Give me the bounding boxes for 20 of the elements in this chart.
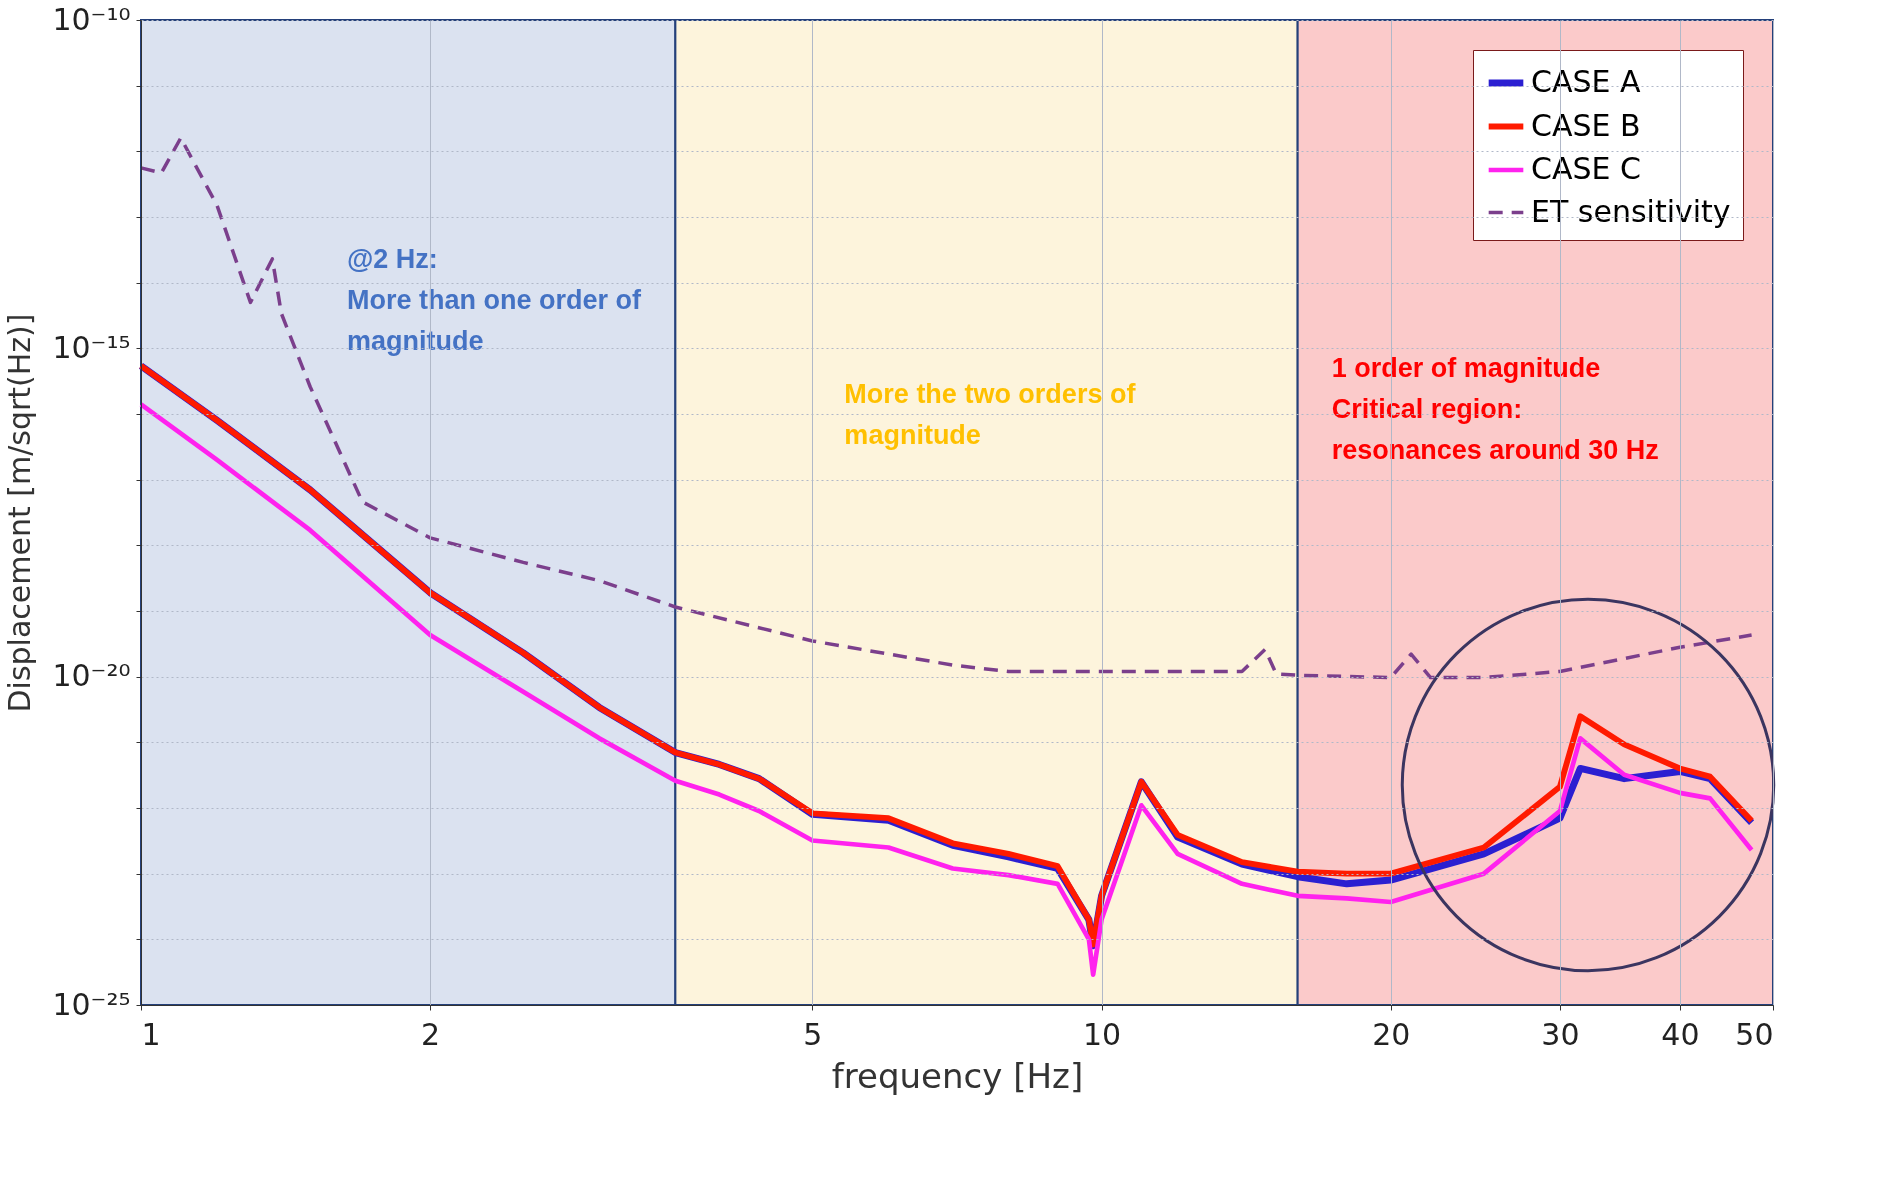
band-label: More the two orders of magnitude: [844, 379, 1137, 450]
y-tick-label: 10⁻²⁵: [52, 986, 131, 1022]
y-axis-title: Displacement [m/sqrt(Hz)]: [2, 313, 38, 713]
legend-label: CASE B: [1531, 107, 1641, 143]
x-tick-label: 10: [1082, 1016, 1122, 1052]
legend-label: CASE A: [1531, 64, 1641, 99]
x-axis-title: frequency [Hz]: [831, 1055, 1084, 1096]
x-tick-label: 30: [1541, 1016, 1580, 1052]
x-tick-label: 50: [1735, 1016, 1774, 1052]
x-tick-label: 40: [1661, 1016, 1700, 1052]
x-tick-label: 5: [803, 1016, 823, 1052]
y-tick-label: 10⁻¹⁵: [52, 329, 131, 365]
x-tick-label: 20: [1372, 1016, 1411, 1052]
y-tick-label: 10⁻²⁰: [52, 658, 131, 694]
y-tick-label: 10⁻¹⁰: [52, 1, 131, 37]
band-label: @2 Hz: More than one order of magnitude: [347, 244, 643, 356]
legend-label: CASE C: [1531, 151, 1641, 186]
x-tick-label: 1: [141, 1016, 161, 1052]
band-label: 1 order of magnitude Critical region: resonances around 30 Hz: [1331, 353, 1659, 465]
x-tick-label: 2: [421, 1016, 441, 1052]
